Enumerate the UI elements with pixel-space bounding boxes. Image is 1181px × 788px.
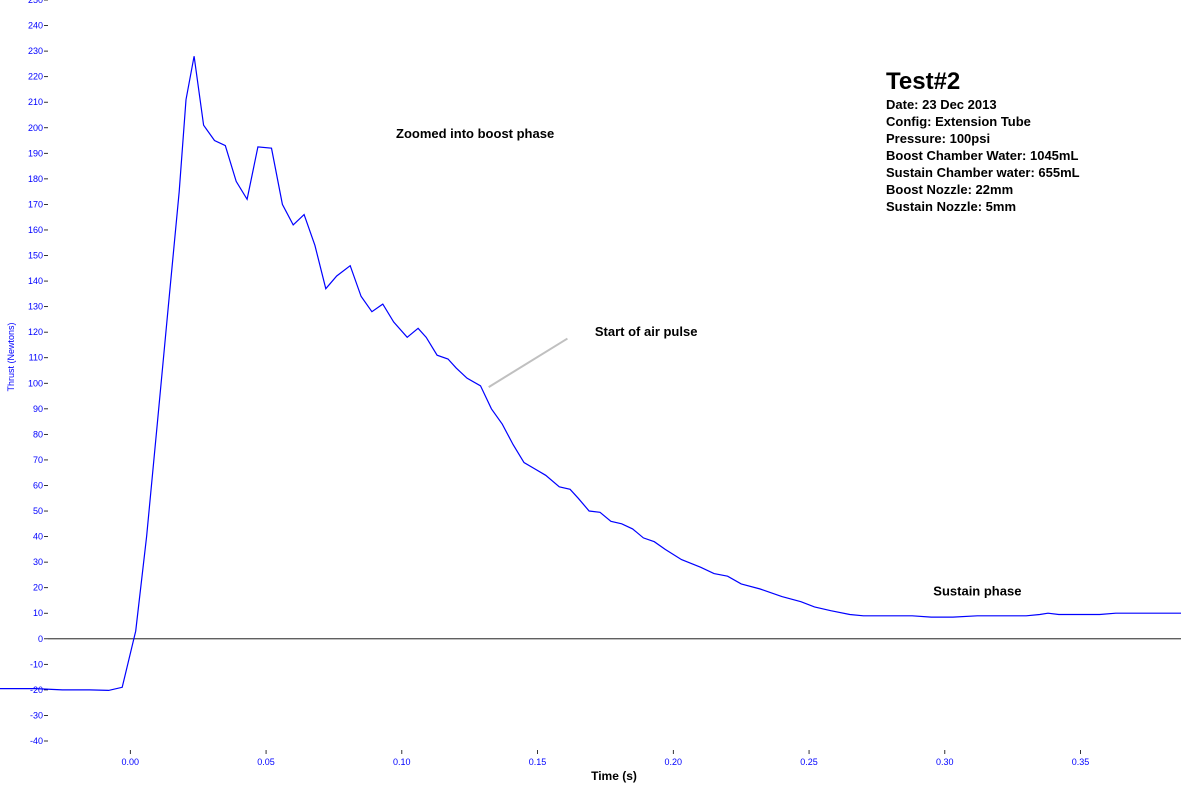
annotations: Zoomed into boost phase Start of air puls… xyxy=(396,126,1021,598)
info-date: Date: 23 Dec 2013 xyxy=(886,97,997,112)
y-tick-label: 220 xyxy=(28,72,43,82)
x-axis-ticks: 0.00 0.05 0.10 0.15 0.20 0.25 0.30 0.35 xyxy=(122,750,1090,767)
y-tick-label: 240 xyxy=(28,21,43,31)
info-sustain-nozzle: Sustain Nozzle: 5mm xyxy=(886,199,1017,214)
y-tick-label: -30 xyxy=(30,710,43,720)
y-tick-label: 160 xyxy=(28,225,43,235)
y-tick-label: 30 xyxy=(33,557,43,567)
y-tick-label: 150 xyxy=(28,251,43,261)
x-tick-label: 0.30 xyxy=(936,757,954,767)
annotation-1: Start of air pulse xyxy=(595,324,698,339)
x-tick-label: 0.35 xyxy=(1072,757,1090,767)
x-tick-label: 0.10 xyxy=(393,757,411,767)
y-tick-label: -20 xyxy=(30,685,43,695)
y-tick-label: 170 xyxy=(28,199,43,209)
x-tick-label: 0.25 xyxy=(800,757,818,767)
info-pressure: Pressure: 100psi xyxy=(886,131,991,146)
info-boost-nozzle: Boost Nozzle: 22mm xyxy=(886,182,1014,197)
air-pulse-pointer xyxy=(488,337,568,388)
y-tick-label: 110 xyxy=(29,353,43,363)
y-tick-label: 200 xyxy=(28,123,43,133)
y-tick-label: 230 xyxy=(28,46,43,56)
y-tick-label: 60 xyxy=(33,480,43,490)
y-tick-label: 90 xyxy=(33,404,43,414)
x-axis-label: Time (s) xyxy=(591,769,637,783)
y-tick-label: 70 xyxy=(33,455,43,465)
y-tick-label: 180 xyxy=(28,174,43,184)
x-tick-label: 0.05 xyxy=(257,757,275,767)
test-title: Test#2 xyxy=(886,68,961,95)
x-tick-label: 0.15 xyxy=(529,757,547,767)
y-tick-label: 80 xyxy=(33,429,43,439)
y-axis-label: Thrust (Newtons) xyxy=(6,322,16,391)
y-tick-label: 140 xyxy=(28,276,43,286)
y-tick-label: 100 xyxy=(28,378,43,388)
x-tick-label: 0.20 xyxy=(665,757,683,767)
y-tick-label: 130 xyxy=(28,302,43,312)
y-tick-label: 120 xyxy=(28,327,43,337)
test-info-box: Test#2 Date: 23 Dec 2013 Config: Extensi… xyxy=(886,68,1080,215)
info-boost-water: Boost Chamber Water: 1045mL xyxy=(886,148,1079,163)
y-tick-label: 250 xyxy=(28,0,43,5)
y-tick-label: 0 xyxy=(38,634,43,644)
y-tick-label: 210 xyxy=(28,97,43,107)
y-tick-label: 50 xyxy=(33,506,43,516)
info-config: Config: Extension Tube xyxy=(886,114,1031,129)
y-tick-label: -40 xyxy=(30,736,43,746)
y-tick-label: 190 xyxy=(28,148,43,158)
x-tick-label: 0.00 xyxy=(122,757,140,767)
y-tick-label: 10 xyxy=(33,608,43,618)
annotation-0: Zoomed into boost phase xyxy=(396,126,554,141)
thrust-series-line xyxy=(0,56,1181,692)
y-tick-label: -10 xyxy=(30,659,43,669)
y-axis-ticks: -40 -30 -20 -10 0 10 20 30 40 50 60 70 80 90 100 110 120… xyxy=(28,0,48,746)
y-tick-label: 40 xyxy=(33,532,43,542)
annotation-2: Sustain phase xyxy=(933,583,1021,598)
info-sustain-water: Sustain Chamber water: 655mL xyxy=(886,165,1080,180)
y-tick-label: 20 xyxy=(33,583,43,593)
